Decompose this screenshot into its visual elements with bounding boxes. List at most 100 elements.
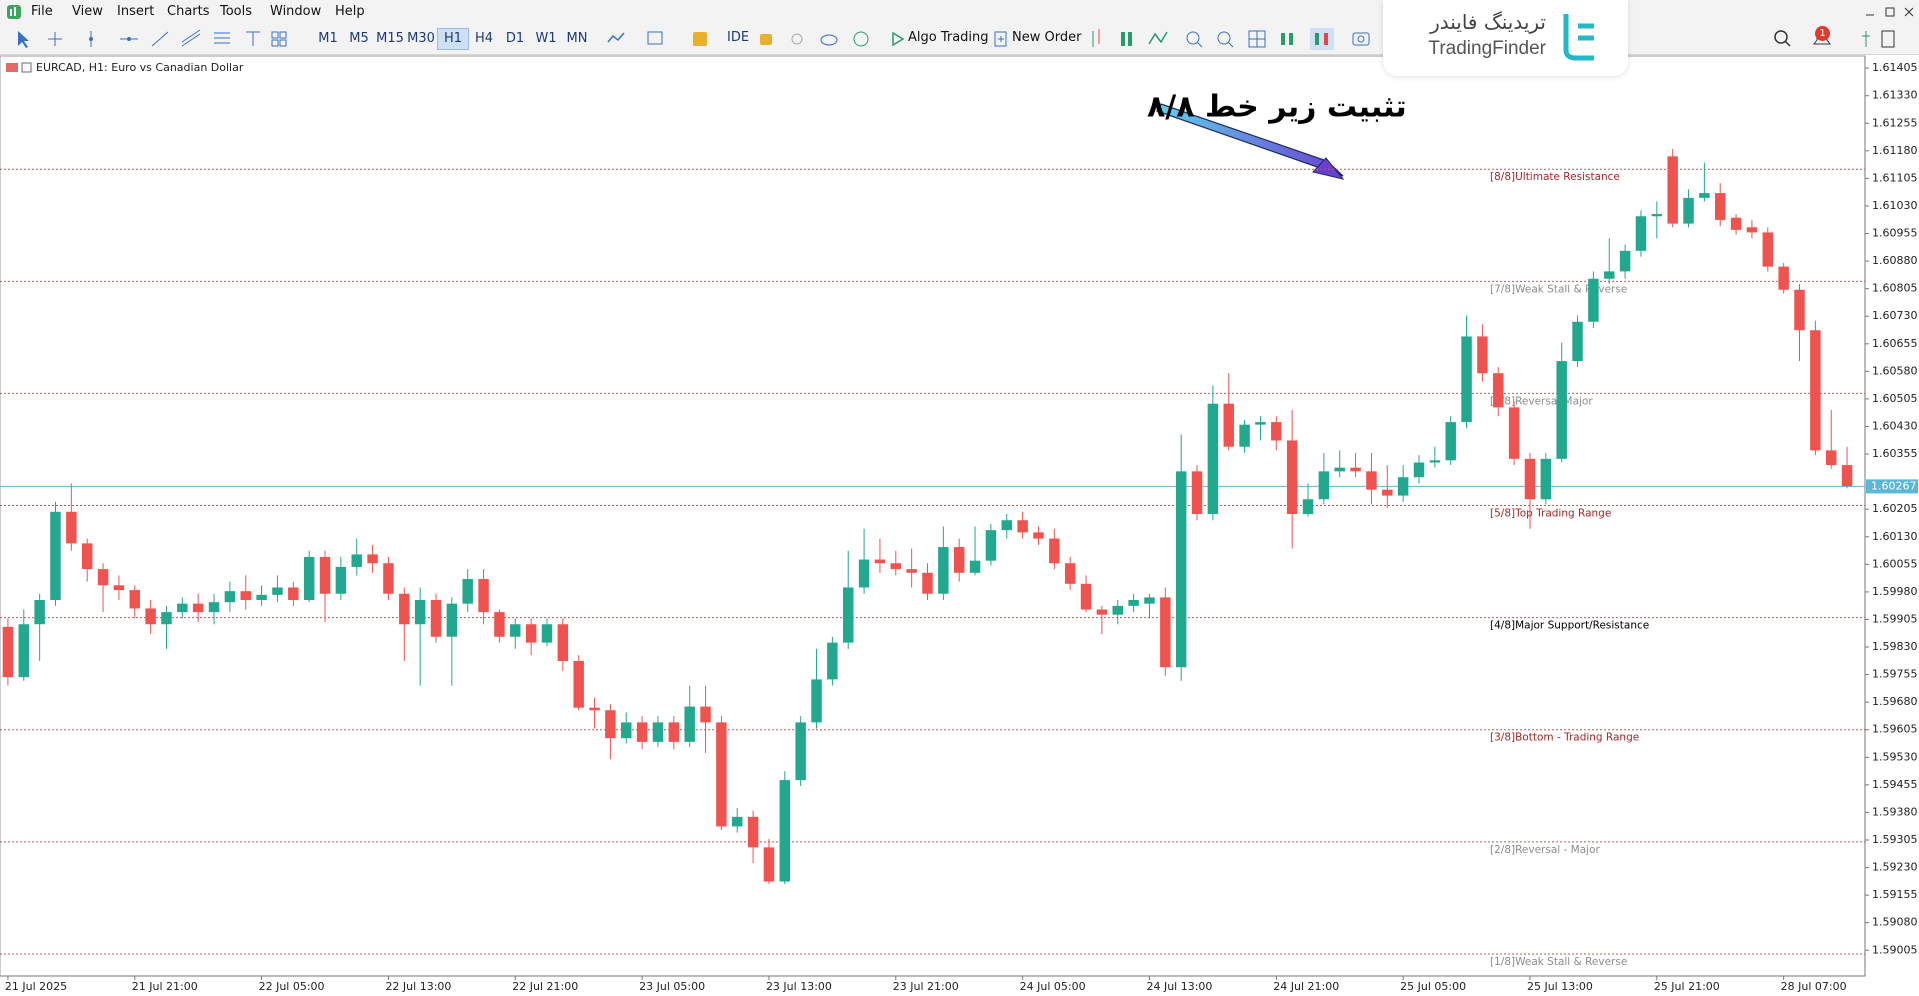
timeframe-button[interactable]: M1 (318, 31, 338, 46)
candle-body (1730, 217, 1742, 230)
candle-body (1683, 197, 1694, 224)
candle-body (668, 722, 680, 742)
candle-body (1715, 193, 1726, 220)
level-label: [2/8]Reversal - Major (1490, 844, 1600, 856)
x-tick-label: 28 Jul 07:00 (1781, 980, 1847, 993)
candle-body (399, 593, 410, 625)
timeframe-button[interactable]: M30 (407, 31, 435, 46)
candle-body (66, 511, 77, 544)
menu-item[interactable]: Help (335, 4, 365, 19)
toolbar-icons[interactable] (755, 24, 875, 54)
chart-tools[interactable] (600, 24, 710, 54)
drawing-tools[interactable] (10, 24, 310, 54)
y-tick-label: 1.59455 (1872, 778, 1918, 791)
candle-body (779, 780, 791, 882)
ide-button[interactable]: IDE (727, 30, 750, 45)
y-tick-label: 1.59530 (1872, 750, 1918, 763)
timeframe-button[interactable]: MN (566, 31, 588, 46)
timeframe-button[interactable]: W1 (535, 31, 557, 46)
y-tick-label: 1.61030 (1872, 199, 1918, 212)
candle-body (1175, 471, 1187, 668)
candle-body (81, 543, 93, 570)
logo-latin: TradingFinder (1428, 38, 1546, 59)
candle-body (256, 594, 267, 600)
y-tick-label: 1.61255 (1872, 116, 1918, 129)
candle-body (1255, 422, 1266, 425)
y-tick-label: 1.59380 (1872, 805, 1918, 818)
candle-body (842, 587, 854, 643)
timeframe-button[interactable]: M15 (376, 31, 404, 46)
candle-body (763, 847, 775, 882)
y-tick-label: 1.60355 (1872, 447, 1918, 460)
candle-body (747, 816, 759, 848)
candle-body (161, 612, 172, 625)
y-tick-label: 1.59905 (1872, 612, 1918, 625)
candle-body (732, 816, 743, 827)
candle-body (383, 563, 394, 594)
candle-body (1397, 477, 1409, 496)
candle-body (938, 547, 949, 594)
candle-body (1191, 471, 1203, 514)
y-tick-label: 1.60655 (1872, 337, 1918, 350)
timeframe-button[interactable]: D1 (505, 31, 525, 46)
candle-body (1286, 440, 1298, 514)
y-tick-label: 1.59830 (1872, 640, 1918, 653)
menu-item[interactable]: File (31, 4, 53, 19)
candle-body (1429, 460, 1441, 463)
candle-body (1350, 467, 1361, 472)
new-order-button[interactable]: New Order (1012, 30, 1082, 45)
candle-body (985, 530, 997, 561)
candle-body (1794, 289, 1805, 331)
candle-body (1223, 403, 1234, 447)
candle-body (1096, 609, 1108, 615)
current-price-box (1866, 479, 1918, 494)
menu-item[interactable]: Window (270, 4, 322, 19)
x-tick-label: 24 Jul 05:00 (1020, 980, 1086, 993)
menu-item[interactable]: Charts (167, 4, 210, 19)
menu-item[interactable]: View (72, 4, 103, 19)
candle-body (1461, 336, 1472, 423)
candle-body (367, 554, 378, 564)
candle-body (1651, 214, 1663, 217)
candle-body (858, 559, 870, 588)
y-tick-label: 1.61405 (1872, 61, 1918, 74)
candle-body (1524, 458, 1536, 500)
x-tick-label: 22 Jul 21:00 (512, 980, 578, 993)
x-tick-label: 24 Jul 13:00 (1146, 980, 1212, 993)
candle-body (811, 679, 822, 723)
candle-body (351, 554, 362, 567)
level-label: [4/8]Major Support/Resistance (1490, 620, 1649, 632)
status-icons[interactable] (1770, 24, 1900, 54)
candle-body (34, 599, 45, 625)
timeframe-button[interactable]: H1 (437, 28, 469, 50)
level-label: [6/8]Reversal Major (1490, 395, 1593, 407)
candle-body (541, 624, 553, 643)
y-tick-label: 1.59605 (1872, 723, 1918, 736)
logo-persian: تریدینگ فایندر (1430, 10, 1546, 34)
candle-body (652, 722, 664, 742)
candle-body (1762, 232, 1774, 267)
candle-body (1271, 422, 1282, 441)
candle-body (208, 602, 220, 613)
y-tick-label: 1.60580 (1872, 364, 1918, 377)
x-tick-label: 23 Jul 13:00 (766, 980, 832, 993)
window-controls[interactable] (1858, 3, 1918, 23)
candle-body (1508, 407, 1520, 459)
menu-item[interactable]: Insert (117, 4, 155, 19)
candle-body (414, 599, 426, 625)
timeframe-button[interactable]: H4 (474, 31, 494, 46)
candle-body (18, 624, 30, 678)
algo-trading-button[interactable]: Algo Trading (908, 30, 989, 45)
menu-item[interactable]: Tools (220, 4, 253, 19)
toolbar-icons[interactable] (1085, 24, 1375, 54)
timeframe-button[interactable]: M5 (349, 31, 369, 46)
candle-body (795, 722, 806, 781)
candle-body (621, 722, 632, 739)
candle-body (303, 556, 315, 600)
order-icon (994, 31, 1007, 47)
plot-area (0, 55, 1866, 977)
candle-body (272, 587, 283, 595)
x-tick-label: 21 Jul 2025 (5, 980, 67, 993)
candle-body (1207, 403, 1219, 514)
